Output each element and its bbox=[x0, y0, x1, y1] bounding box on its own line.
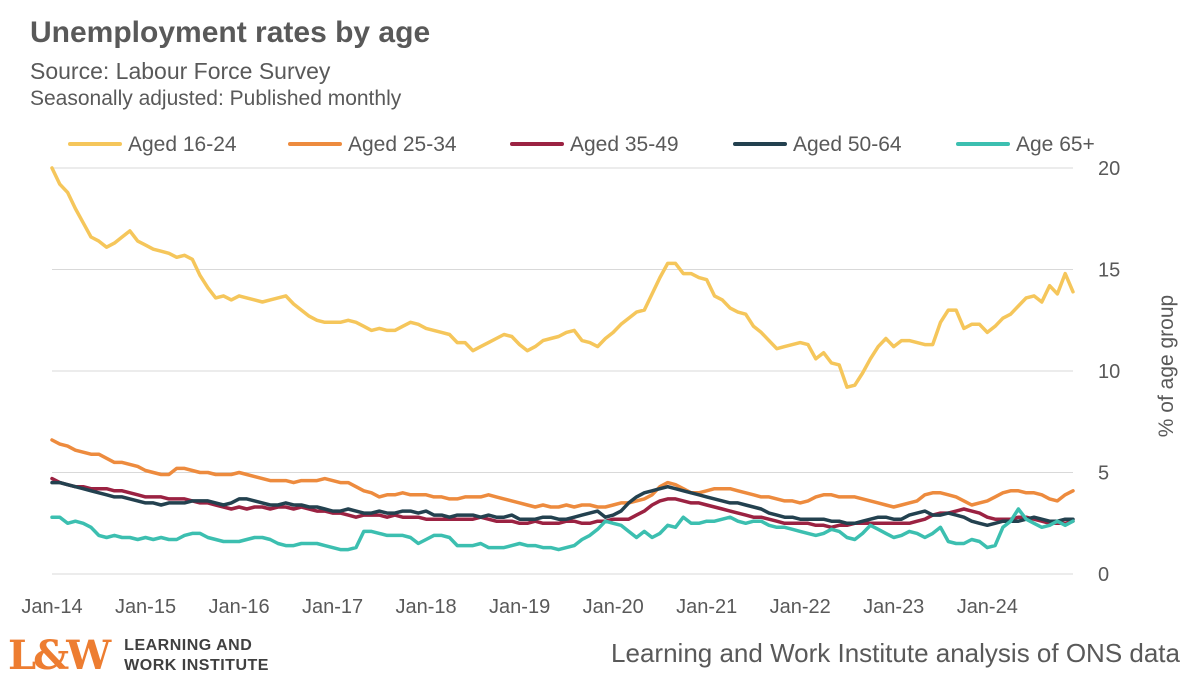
y-tick-label: 5 bbox=[1098, 463, 1109, 485]
logo-wordmark: LEARNING AND WORK INSTITUTE bbox=[124, 636, 269, 676]
series-line bbox=[50, 476, 1075, 530]
series-line bbox=[50, 507, 1075, 552]
logo-line-2: WORK INSTITUTE bbox=[124, 657, 269, 674]
logo-line-1: LEARNING AND bbox=[124, 637, 253, 654]
chart-subtitle-secondary: Seasonally adjusted: Published monthly bbox=[30, 87, 402, 110]
x-tick-label: Jan-20 bbox=[583, 596, 644, 618]
x-tick-label: Jan-21 bbox=[676, 596, 737, 618]
x-tick-label: Jan-14 bbox=[21, 596, 82, 618]
series-line bbox=[50, 438, 1075, 509]
x-tick-label: Jan-24 bbox=[957, 596, 1018, 618]
chart-title: Unemployment rates by age bbox=[30, 16, 431, 49]
legend-label: Aged 35-49 bbox=[570, 133, 679, 156]
legend-label: Aged 16-24 bbox=[128, 133, 237, 156]
logo-mark: L&W bbox=[8, 632, 111, 679]
y-tick-label: 20 bbox=[1098, 158, 1120, 180]
x-tick-label: Jan-17 bbox=[302, 596, 363, 618]
source-note: Learning and Work Institute analysis of … bbox=[611, 638, 1180, 668]
gridlines bbox=[52, 167, 1073, 575]
series-line bbox=[50, 480, 1075, 528]
legend-label: Aged 25-34 bbox=[348, 133, 457, 156]
x-tick-label: Jan-18 bbox=[396, 596, 457, 618]
y-tick-label: 15 bbox=[1098, 260, 1120, 282]
y-tick-label: 0 bbox=[1098, 564, 1109, 586]
x-tick-label: Jan-15 bbox=[115, 596, 176, 618]
series-lines bbox=[50, 166, 1075, 552]
x-tick-label: Jan-23 bbox=[863, 596, 924, 618]
legend-label: Aged 50-64 bbox=[793, 133, 902, 156]
legend: Aged 16-24 Aged 25-34 Aged 35-49 Aged 50-64… bbox=[68, 133, 1095, 156]
series-line bbox=[50, 166, 1075, 389]
y-axis-label: % of age group bbox=[1155, 295, 1178, 437]
y-tick-label: 10 bbox=[1098, 361, 1120, 383]
chart-subtitle: Source: Labour Force Survey bbox=[30, 58, 331, 84]
x-tick-label: Jan-19 bbox=[489, 596, 550, 618]
x-tick-label: Jan-16 bbox=[208, 596, 269, 618]
legend-label: Age 65+ bbox=[1016, 133, 1095, 156]
y-tick-labels: 0 5 10 15 20 bbox=[1098, 158, 1120, 586]
x-tick-labels: Jan-14 Jan-15 Jan-16 Jan-17 Jan-18 Jan-19 Jan-… bbox=[21, 596, 1017, 618]
lw-logo: L&W LEARNING AND WORK INSTITUTE bbox=[8, 633, 269, 679]
x-tick-label: Jan-22 bbox=[770, 596, 831, 618]
